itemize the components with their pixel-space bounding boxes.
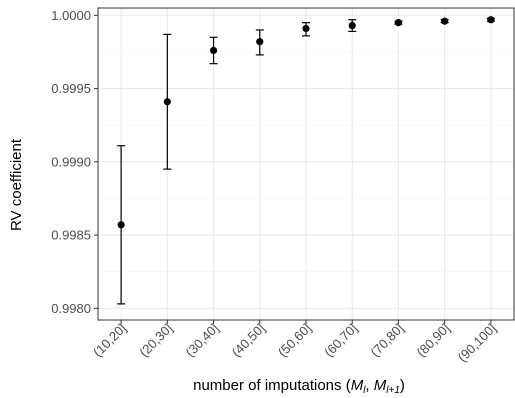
x-axis-title-m1-sub: l bbox=[363, 385, 366, 396]
data-point bbox=[163, 98, 171, 106]
x-axis-title-m2: M bbox=[374, 377, 387, 394]
data-point bbox=[394, 19, 403, 27]
y-axis: 0.9980 0.9985 0.9990 0.9995 1.0000 bbox=[51, 8, 98, 316]
x-axis-title-suffix: ) bbox=[400, 377, 405, 394]
grid-lines bbox=[98, 8, 514, 320]
x-axis-title-m2-sub: l+1 bbox=[386, 385, 400, 396]
data-point bbox=[487, 16, 495, 24]
x-tick-label: (40,50] bbox=[229, 321, 268, 360]
y-tick-label: 0.9985 bbox=[51, 228, 91, 243]
x-tick-label: (30,40] bbox=[182, 321, 221, 360]
x-axis-title-prefix: number of imputations ( bbox=[193, 377, 351, 394]
y-tick-label: 1.0000 bbox=[51, 8, 91, 23]
x-axis-title-sep: , bbox=[365, 377, 373, 394]
data-point bbox=[256, 38, 264, 46]
x-tick-label: (80,90] bbox=[414, 321, 453, 360]
y-tick-label: 0.9980 bbox=[51, 301, 91, 316]
x-axis-title-m1: M bbox=[351, 377, 364, 394]
data-point bbox=[302, 24, 310, 33]
x-tick-label: (60,70] bbox=[321, 321, 360, 360]
data-point bbox=[441, 17, 449, 25]
y-axis-title: RV coefficient bbox=[8, 138, 25, 231]
error-bar-points bbox=[117, 16, 495, 305]
x-tick-label: (90,100] bbox=[455, 321, 499, 365]
x-axis: (10,20] (20,30] (30,40] (40,50] (50,60] (60,7… bbox=[90, 320, 499, 365]
x-axis-title: number of imputations (Ml, Ml+1) bbox=[193, 377, 405, 396]
x-tick-label: (10,20] bbox=[90, 321, 129, 360]
data-point bbox=[209, 46, 218, 55]
y-tick-label: 0.9995 bbox=[51, 81, 91, 96]
x-tick-label: (50,60] bbox=[275, 321, 314, 360]
x-tick-label: (70,80] bbox=[367, 321, 406, 360]
data-point bbox=[117, 221, 125, 229]
x-tick-label: (20,30] bbox=[136, 321, 175, 360]
data-point bbox=[348, 21, 356, 30]
y-tick-label: 0.9990 bbox=[51, 154, 91, 169]
